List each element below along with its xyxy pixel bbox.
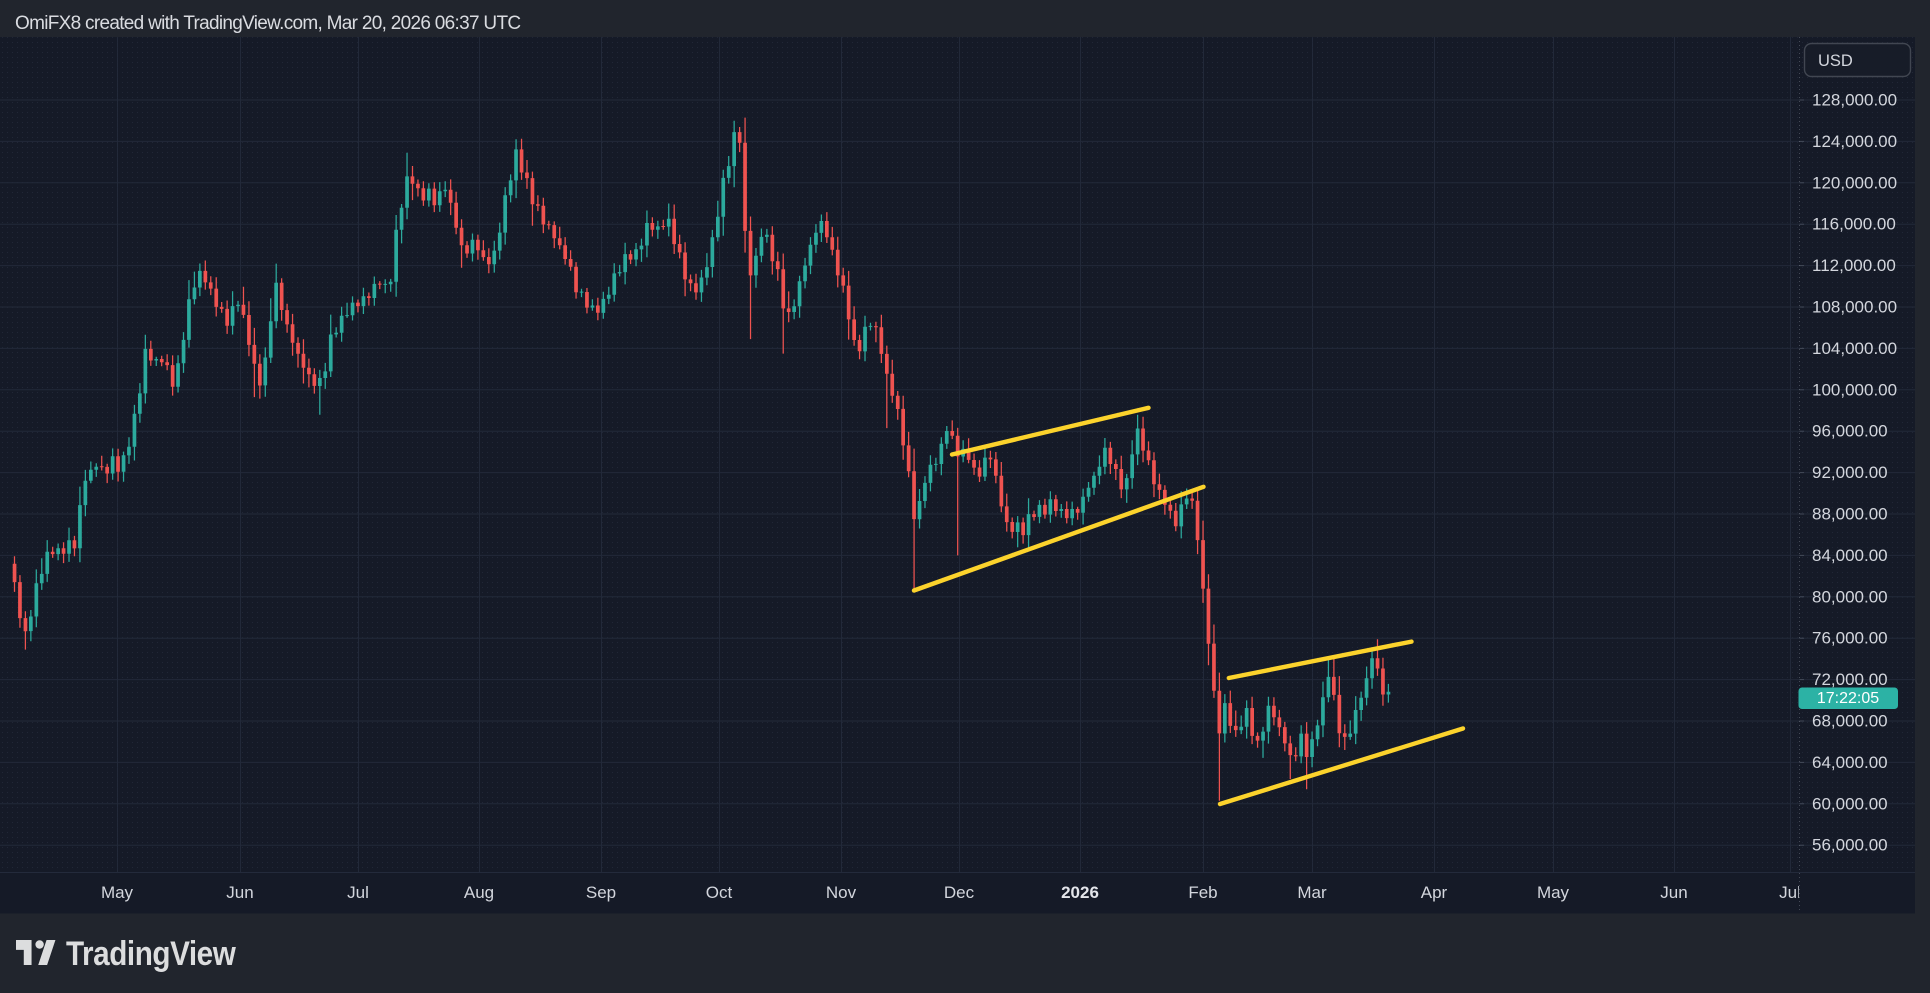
svg-text:Apr: Apr: [1421, 883, 1448, 902]
svg-text:80,000.00: 80,000.00: [1812, 587, 1888, 606]
svg-text:2026: 2026: [1061, 883, 1099, 902]
svg-text:72,000.00: 72,000.00: [1812, 670, 1888, 689]
svg-text:Sep: Sep: [586, 883, 616, 902]
svg-text:92,000.00: 92,000.00: [1812, 463, 1888, 482]
svg-text:OmiFX8 created with TradingVie: OmiFX8 created with TradingView.com, Mar…: [15, 13, 520, 34]
svg-text:120,000.00: 120,000.00: [1812, 173, 1897, 192]
svg-text:USD: USD: [1818, 52, 1853, 70]
svg-text:TradingView: TradingView: [66, 934, 237, 973]
svg-text:112,000.00: 112,000.00: [1812, 256, 1896, 275]
svg-text:Jun: Jun: [1660, 883, 1687, 902]
svg-text:64,000.00: 64,000.00: [1812, 753, 1888, 772]
svg-text:88,000.00: 88,000.00: [1812, 505, 1888, 524]
svg-text:Aug: Aug: [464, 883, 494, 902]
svg-text:108,000.00: 108,000.00: [1812, 298, 1897, 317]
svg-text:60,000.00: 60,000.00: [1812, 794, 1888, 813]
svg-text:84,000.00: 84,000.00: [1812, 546, 1888, 565]
svg-text:76,000.00: 76,000.00: [1812, 629, 1888, 648]
svg-text:Jun: Jun: [226, 883, 253, 902]
svg-text:128,000.00: 128,000.00: [1812, 91, 1897, 110]
svg-text:100,000.00: 100,000.00: [1812, 380, 1897, 399]
svg-text:Jul: Jul: [347, 883, 369, 902]
svg-text:Oct: Oct: [706, 883, 733, 902]
svg-text:Dec: Dec: [944, 883, 975, 902]
svg-text:Jul: Jul: [1779, 883, 1801, 902]
svg-text:May: May: [101, 883, 134, 902]
svg-text:17:22:05: 17:22:05: [1817, 690, 1879, 707]
svg-text:Feb: Feb: [1188, 883, 1217, 902]
svg-text:96,000.00: 96,000.00: [1812, 422, 1888, 441]
svg-text:116,000.00: 116,000.00: [1812, 215, 1896, 234]
svg-text:Mar: Mar: [1297, 883, 1327, 902]
svg-text:104,000.00: 104,000.00: [1812, 339, 1897, 358]
svg-text:56,000.00: 56,000.00: [1812, 836, 1888, 855]
svg-text:68,000.00: 68,000.00: [1812, 712, 1888, 731]
svg-text:124,000.00: 124,000.00: [1812, 132, 1897, 151]
svg-text:Nov: Nov: [826, 883, 857, 902]
svg-text:May: May: [1537, 883, 1570, 902]
